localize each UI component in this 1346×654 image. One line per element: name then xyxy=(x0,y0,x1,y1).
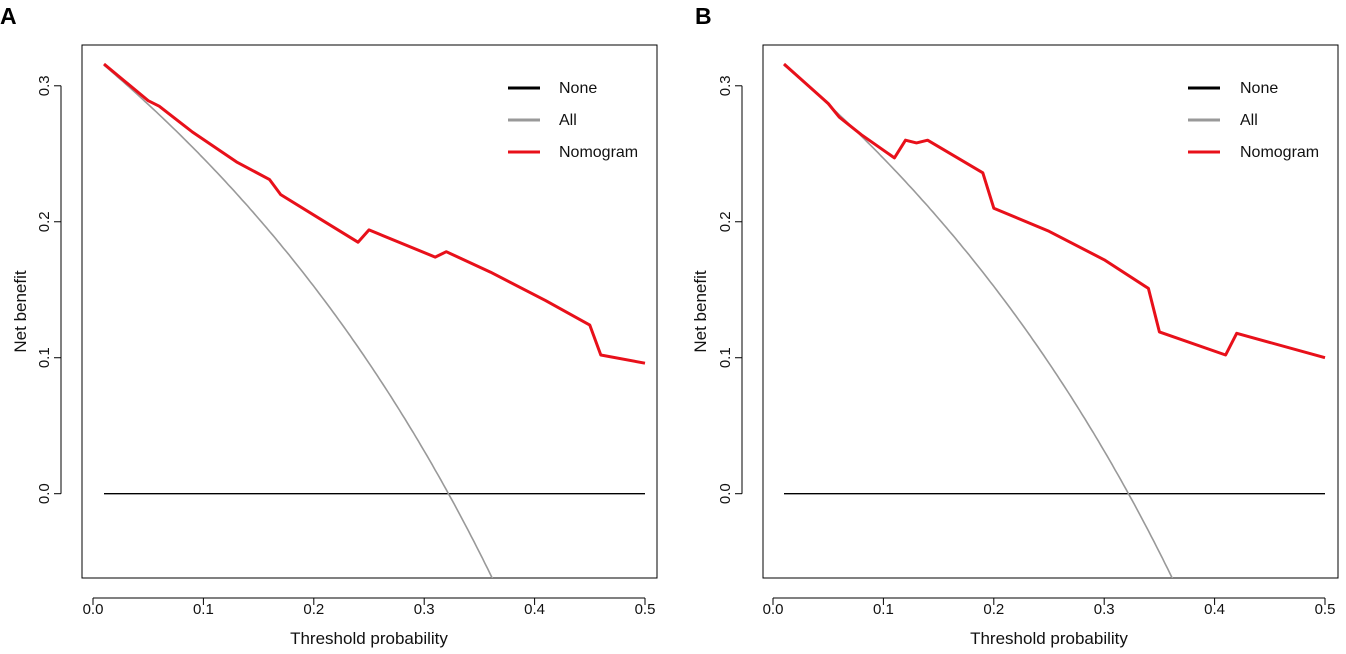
x-tick-label: 0.4 xyxy=(1204,601,1225,618)
panel-label: A xyxy=(0,3,17,29)
plot-frame xyxy=(81,44,658,579)
y-tick-label: 0.1 xyxy=(717,347,734,368)
plot-area xyxy=(783,62,1326,578)
panel-label: B xyxy=(695,3,712,29)
x-tick-label: 0.3 xyxy=(414,601,435,618)
series-line-all xyxy=(103,64,494,578)
x-tick-label: 0.0 xyxy=(83,601,104,618)
y-axis-title: Net benefit xyxy=(691,270,710,352)
x-tick-label: 0.5 xyxy=(635,601,656,618)
legend-label-all: All xyxy=(559,112,577,129)
x-axis-title: Threshold probability xyxy=(290,629,448,648)
x-tick-label: 0.1 xyxy=(873,601,894,618)
legend-label-none: None xyxy=(1240,80,1278,97)
x-tick-label: 0.2 xyxy=(303,601,324,618)
series-line-nomogram xyxy=(783,62,1326,360)
x-tick-label: 0.4 xyxy=(524,601,545,618)
legend-label-all: All xyxy=(1240,112,1258,129)
series-line-nomogram xyxy=(103,62,646,365)
y-tick-label: 0.0 xyxy=(36,483,53,504)
x-tick-label: 0.0 xyxy=(763,601,784,618)
y-tick-label: 0.2 xyxy=(36,211,53,232)
panel-b: B 0.0 0.1 0.2 0.3 0.4 0.5 0.0 0.1 0.2 0.3 Threshold… xyxy=(691,3,1339,648)
y-tick-label: 0.3 xyxy=(36,75,53,96)
x-tick-label: 0.5 xyxy=(1315,601,1336,618)
y-tick-label: 0.1 xyxy=(36,347,53,368)
x-tick-label: 0.1 xyxy=(193,601,214,618)
x-tick-label: 0.3 xyxy=(1094,601,1115,618)
y-axis-title: Net benefit xyxy=(11,270,30,352)
legend-label-nomogram: Nomogram xyxy=(559,144,638,161)
y-tick-label: 0.3 xyxy=(717,75,734,96)
panel-a: A 0.0 0.1 0.2 0.3 0.4 0.5 0.0 0.1 0.2 0.3 Threshold… xyxy=(0,3,658,648)
legend-label-nomogram: Nomogram xyxy=(1240,144,1319,161)
y-tick-label: 0.0 xyxy=(717,483,734,504)
legend-label-none: None xyxy=(559,80,597,97)
y-tick-label: 0.2 xyxy=(717,211,734,232)
series-line-all xyxy=(783,64,1174,578)
plot-area xyxy=(103,62,646,578)
plot-frame xyxy=(762,44,1339,579)
x-axis-title: Threshold probability xyxy=(970,629,1128,648)
x-tick-label: 0.2 xyxy=(983,601,1004,618)
